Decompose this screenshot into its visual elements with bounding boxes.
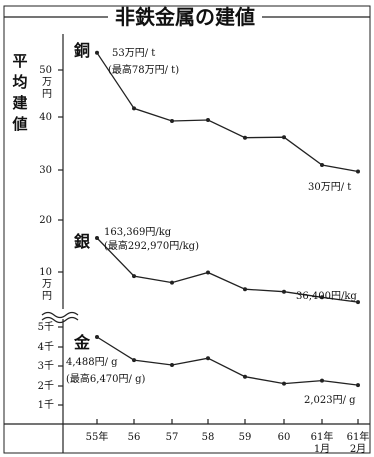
y-axis-label-char: 平 [12,52,27,70]
chart-title: 非鉄金属の建値 [115,5,255,29]
annotation-silver-start: 163,369円/kg [104,227,172,238]
annotation-gold-start: 4,488円/ g [66,357,118,368]
series-layer [95,50,360,388]
data-point-silver [320,295,324,300]
chart-frame [3,5,371,454]
y-tick-label-1k: 1千 [38,399,54,411]
data-point-silver [206,270,210,275]
annotation-gold-end: 2,023円/ g [304,395,356,406]
data-point-silver [95,236,99,240]
y-tick-label-30: 30 [39,165,52,176]
data-point-gold [95,335,99,339]
data-point-gold [356,383,360,388]
data-point-copper [356,169,360,174]
series-line-gold [96,336,359,386]
y-tick-label-40: 40 [39,112,52,123]
y-axis-label-char: 値 [11,115,27,133]
y-axis-label-char: 建 [12,94,28,112]
data-point-silver [356,300,360,305]
x-tick-label: 60 [278,432,291,443]
y-unit-upper-a: 万 [42,77,52,88]
x-tick-label: 61年 [311,430,334,443]
series-line-silver [96,237,359,303]
data-point-gold [243,374,247,379]
data-point-copper [282,135,286,140]
series-label-gold: 金 [73,333,91,352]
data-point-copper [170,119,174,123]
y-tick-label-2k: 2千 [38,380,54,392]
axis-break [41,309,79,324]
data-point-copper [95,50,99,55]
y-tick-label-3k: 3千 [38,360,54,372]
data-point-silver [282,289,286,294]
y-axis-label-char: 均 [12,73,27,91]
x-tick-label-month: 1月 [314,443,330,455]
data-point-gold [132,358,136,363]
x-tick-label: 59 [239,432,252,443]
x-tick-label: 61年 [347,430,370,443]
annotation-copper-max: (最高78万円/ t) [108,63,179,76]
y-tick-label-5k: 5千 [38,321,54,333]
annotation-gold-max: (最高6,470円/ g) [66,372,145,385]
data-point-copper [320,163,324,167]
data-point-silver [132,274,136,279]
x-tick-label-month: 2月 [350,443,366,455]
y-tick-label-4k: 4千 [38,341,54,353]
y-ticks-lower: 5千 4千 3千 2千 1千 [38,321,63,411]
data-point-gold [206,356,210,361]
series-label-copper: 銅 [74,41,90,60]
annotation-copper-start: 53万円/ t [112,48,155,59]
data-point-gold [320,378,324,383]
data-point-copper [206,118,210,122]
data-point-gold [282,381,286,386]
y-ticks-upper: 50 万 円 40 30 20 10 万 円 [39,65,63,302]
x-tick-label: 58 [202,432,215,443]
y-tick-label-20: 20 [39,215,52,226]
y-tick-label-50: 50 [39,65,52,76]
data-point-silver [243,287,247,292]
y-unit-upper-b: 円 [42,89,52,100]
data-point-gold [170,363,174,367]
data-point-copper [243,135,247,140]
y-unit-lower-b: 円 [42,291,52,302]
x-tick-label: 57 [166,432,179,443]
y-unit-lower-a: 万 [42,279,52,290]
data-point-copper [132,106,136,111]
x-tick-label: 55年 [86,430,109,443]
x-tick-label: 56 [128,432,141,443]
y-tick-label-10: 10 [39,267,52,278]
annotation-silver-max: (最高292,970円/kg) [104,239,199,252]
series-label-silver: 銀 [74,232,90,251]
annotation-silver-end: 36,400円/kg [296,291,357,302]
data-point-silver [170,280,174,285]
series-line-copper [96,52,359,173]
annotation-copper-end: 30万円/ t [308,182,351,193]
